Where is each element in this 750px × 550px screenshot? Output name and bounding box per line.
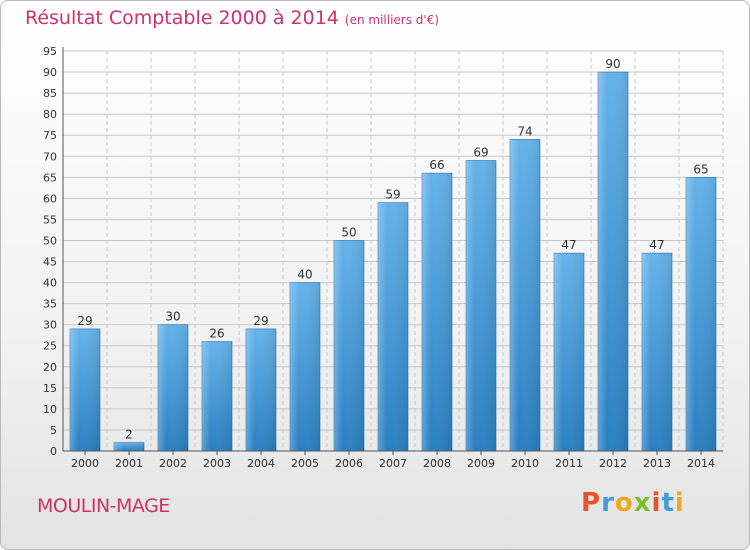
- chart-title: Résultat Comptable 2000 à 2014 (en millie…: [25, 7, 439, 29]
- y-tick-label: 60: [43, 192, 57, 205]
- x-tick-label: 2011: [555, 457, 583, 470]
- y-tick-label: 95: [43, 45, 57, 58]
- y-tick-label: 5: [50, 424, 57, 437]
- bar-shine: [510, 139, 540, 451]
- x-tick-label: 2006: [335, 457, 363, 470]
- bar-shine: [114, 442, 144, 451]
- bar-shine: [70, 328, 100, 451]
- y-tick-label: 90: [43, 66, 57, 79]
- x-tick-label: 2001: [115, 457, 143, 470]
- y-tick-label: 30: [43, 319, 57, 332]
- y-tick-label: 85: [43, 87, 57, 100]
- value-label: 29: [253, 314, 268, 328]
- y-tick-label: 15: [43, 382, 57, 395]
- bar-shine: [686, 177, 716, 451]
- value-label: 26: [209, 327, 224, 341]
- y-tick-label: 20: [43, 361, 57, 374]
- value-label: 40: [297, 268, 312, 282]
- y-tick-label: 25: [43, 340, 57, 353]
- y-tick-label: 50: [43, 234, 57, 247]
- x-tick-label: 2013: [643, 457, 671, 470]
- y-tick-label: 80: [43, 108, 57, 121]
- bar-shine: [598, 72, 628, 451]
- x-tick-label: 2012: [599, 457, 627, 470]
- y-tick-label: 40: [43, 277, 57, 290]
- bar-shine: [466, 160, 496, 451]
- x-tick-label: 2004: [247, 457, 275, 470]
- bar-shine: [290, 282, 320, 451]
- bar-shine: [422, 173, 452, 451]
- y-tick-label: 55: [43, 213, 57, 226]
- y-tick-label: 75: [43, 129, 57, 142]
- y-tick-label: 10: [43, 403, 57, 416]
- x-tick-label: 2009: [467, 457, 495, 470]
- value-label: 47: [649, 238, 664, 252]
- value-label: 29: [77, 314, 92, 328]
- x-tick-label: 2014: [687, 457, 715, 470]
- bar-shine: [554, 253, 584, 451]
- y-tick-label: 0: [50, 445, 57, 458]
- value-label: 90: [605, 57, 620, 71]
- x-tick-label: 2003: [203, 457, 231, 470]
- bar-shine: [246, 328, 276, 451]
- x-tick-label: 2010: [511, 457, 539, 470]
- y-tick-label: 65: [43, 171, 57, 184]
- value-label: 59: [385, 188, 400, 202]
- bar-shine: [158, 324, 188, 451]
- chart-title-text: Résultat Comptable 2000 à 2014: [25, 7, 339, 29]
- value-label: 50: [341, 225, 356, 239]
- x-tick-label: 2007: [379, 457, 407, 470]
- value-label: 30: [165, 310, 180, 324]
- value-label: 2: [125, 428, 133, 442]
- bar-shine: [378, 202, 408, 451]
- y-tick-label: 35: [43, 298, 57, 311]
- value-label: 65: [693, 162, 708, 176]
- bar-shine: [202, 341, 232, 451]
- value-label: 66: [429, 158, 444, 172]
- value-label: 74: [517, 124, 532, 138]
- value-label: 47: [561, 238, 576, 252]
- chart-subtitle: (en milliers d'€): [344, 13, 440, 27]
- bar-shine: [334, 240, 364, 451]
- y-tick-label: 45: [43, 256, 57, 269]
- x-tick-label: 2002: [159, 457, 187, 470]
- y-tick-label: 70: [43, 150, 57, 163]
- proxiti-logo: Proxiti: [581, 488, 685, 518]
- commune-name: MOULIN-MAGE: [37, 495, 170, 517]
- value-label: 69: [473, 145, 488, 159]
- x-tick-label: 2005: [291, 457, 319, 470]
- x-tick-label: 2008: [423, 457, 451, 470]
- x-tick-label: 2000: [71, 457, 99, 470]
- bar-shine: [642, 253, 672, 451]
